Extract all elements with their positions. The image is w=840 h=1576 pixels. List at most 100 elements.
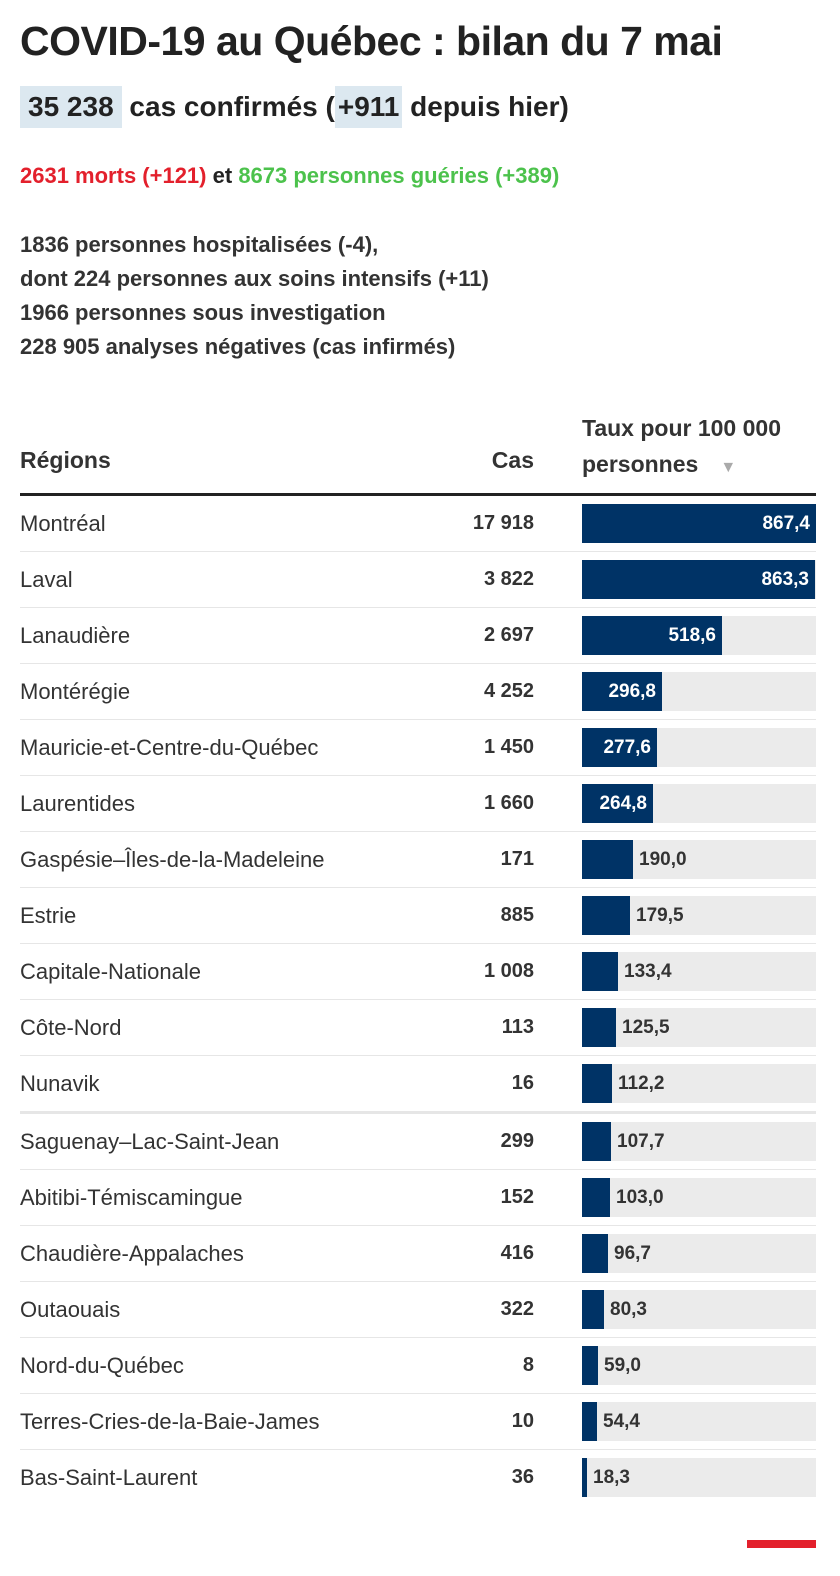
table-row: Capitale-Nationale 1 008 133,4 <box>20 944 816 1000</box>
rate-bar <box>582 952 618 991</box>
region-name: Mauricie-et-Centre-du-Québec <box>20 735 319 760</box>
page-title: COVID-19 au Québec : bilan du 7 mai <box>20 18 723 64</box>
region-name: Laval <box>20 567 73 592</box>
rate-bar <box>582 1008 616 1047</box>
rate-bar-track: 518,6 <box>582 616 816 655</box>
rate-bar <box>582 504 816 543</box>
rate-bar-track: 133,4 <box>582 952 816 991</box>
case-count: 171 <box>500 848 534 870</box>
rate-bar <box>582 1178 610 1217</box>
case-count: 1 008 <box>483 960 534 982</box>
column-header-cases[interactable]: Cas <box>491 447 534 473</box>
rate-header-line1: Taux pour 100 000 <box>582 415 781 441</box>
rate-value-label: 18,3 <box>593 1467 630 1488</box>
rate-bar <box>582 672 662 711</box>
status-line: 2631 morts (+121) et 8673 personnes guér… <box>20 160 559 192</box>
rate-value-label: 59,0 <box>604 1355 641 1376</box>
case-count: 16 <box>511 1072 534 1094</box>
table-row: Nunavik 16 112,2 <box>20 1056 816 1114</box>
region-name: Terres-Cries-de-la-Baie-James <box>20 1409 320 1434</box>
table-row: Terres-Cries-de-la-Baie-James 10 54,4 <box>20 1394 816 1450</box>
rate-value-label: 80,3 <box>610 1299 647 1320</box>
column-header-region[interactable]: Régions <box>20 447 111 473</box>
rate-value-label: 296,8 <box>608 681 656 702</box>
region-name: Montréal <box>20 511 106 536</box>
rate-bar-track: 96,7 <box>582 1234 816 1273</box>
case-count: 113 <box>501 1016 534 1038</box>
case-count: 885 <box>500 904 534 926</box>
recovered-text: 8673 personnes guéries (+389) <box>238 163 560 188</box>
confirmed-cases-value: 35 238 <box>20 86 122 128</box>
column-header-rate[interactable]: Taux pour 100 000 personnes ▼ <box>582 410 781 486</box>
table-row: Montréal 17 918 867,4 <box>20 496 816 552</box>
region-name: Montérégie <box>20 679 131 704</box>
rate-value-label: 190,0 <box>639 849 687 870</box>
cases-delta-value: +911 <box>334 86 403 128</box>
region-name: Nunavik <box>20 1071 100 1096</box>
case-count: 36 <box>511 1466 534 1488</box>
region-name: Nord-du-Québec <box>20 1353 184 1378</box>
rate-bar-track: 18,3 <box>582 1458 816 1497</box>
rate-bar-track: 112,2 <box>582 1064 816 1103</box>
rate-bar <box>582 1458 587 1497</box>
rate-bar <box>582 1064 612 1103</box>
region-name: Saguenay–Lac-Saint-Jean <box>20 1129 280 1154</box>
rate-value-label: 133,4 <box>624 961 672 982</box>
region-name: Côte-Nord <box>20 1015 122 1040</box>
brand-logo-mark <box>747 1540 816 1548</box>
case-count: 416 <box>500 1242 534 1264</box>
table-row: Mauricie-et-Centre-du-Québec 1 450 277,6 <box>20 720 816 776</box>
rate-value-label: 277,6 <box>603 737 651 758</box>
table-row: Montérégie 4 252 296,8 <box>20 664 816 720</box>
rate-bar-track: 80,3 <box>582 1290 816 1329</box>
rate-bar <box>582 560 815 599</box>
table-row: Chaudière-Appalaches 416 96,7 <box>20 1226 816 1282</box>
case-count: 4 252 <box>483 680 534 702</box>
hospitalized-stat: 1836 personnes hospitalisées (-4), <box>20 232 379 257</box>
rate-value-label: 107,7 <box>617 1131 665 1152</box>
case-count: 3 822 <box>483 568 534 590</box>
rate-bar-track: 190,0 <box>582 840 816 879</box>
summary-line: 35 238 cas confirmés (+911 depuis hier) <box>20 86 569 128</box>
rate-bar-track: 179,5 <box>582 896 816 935</box>
region-name: Chaudière-Appalaches <box>20 1241 244 1266</box>
rate-bar <box>582 728 657 767</box>
rate-bar <box>582 840 633 879</box>
rate-value-label: 96,7 <box>614 1243 651 1264</box>
rate-value-label: 103,0 <box>616 1187 664 1208</box>
rate-bar-track: 59,0 <box>582 1346 816 1385</box>
cases-delta-label: depuis hier) <box>410 91 569 122</box>
rate-bar <box>582 1122 611 1161</box>
stats-block: 1836 personnes hospitalisées (-4), dont … <box>20 228 489 364</box>
case-count: 322 <box>500 1298 534 1320</box>
region-name: Bas-Saint-Laurent <box>20 1465 198 1490</box>
case-count: 8 <box>522 1354 534 1376</box>
table-row: Laval 3 822 863,3 <box>20 552 816 608</box>
rate-header-line2: personnes <box>582 451 699 477</box>
rate-value-label: 179,5 <box>636 905 684 926</box>
rate-bar-track: 264,8 <box>582 784 816 823</box>
rate-value-label: 867,4 <box>762 513 810 534</box>
rate-value-label: 518,6 <box>668 625 716 646</box>
case-count: 2 697 <box>483 624 534 646</box>
deaths-text: 2631 morts (+121) <box>20 163 207 188</box>
table-row: Saguenay–Lac-Saint-Jean 299 107,7 <box>20 1114 816 1170</box>
rate-bar-track: 867,4 <box>582 504 816 543</box>
case-count: 299 <box>500 1130 534 1152</box>
region-name: Estrie <box>20 903 77 928</box>
region-name: Capitale-Nationale <box>20 959 201 984</box>
region-name: Laurentides <box>20 791 135 816</box>
rate-bar <box>582 1290 604 1329</box>
table-row: Lanaudière 2 697 518,6 <box>20 608 816 664</box>
table-row: Abitibi-Témiscamingue 152 103,0 <box>20 1170 816 1226</box>
table-row: Côte-Nord 113 125,5 <box>20 1000 816 1056</box>
table-row: Laurentides 1 660 264,8 <box>20 776 816 832</box>
rate-bar <box>582 1346 598 1385</box>
header-rule <box>20 493 816 496</box>
case-count: 17 918 <box>472 512 534 534</box>
rate-bar <box>582 1402 597 1441</box>
sort-descending-icon[interactable]: ▼ <box>720 459 737 476</box>
case-count: 1 660 <box>483 792 534 814</box>
confirmed-cases-label: cas confirmés ( <box>129 91 335 122</box>
rate-value-label: 112,2 <box>618 1073 665 1094</box>
